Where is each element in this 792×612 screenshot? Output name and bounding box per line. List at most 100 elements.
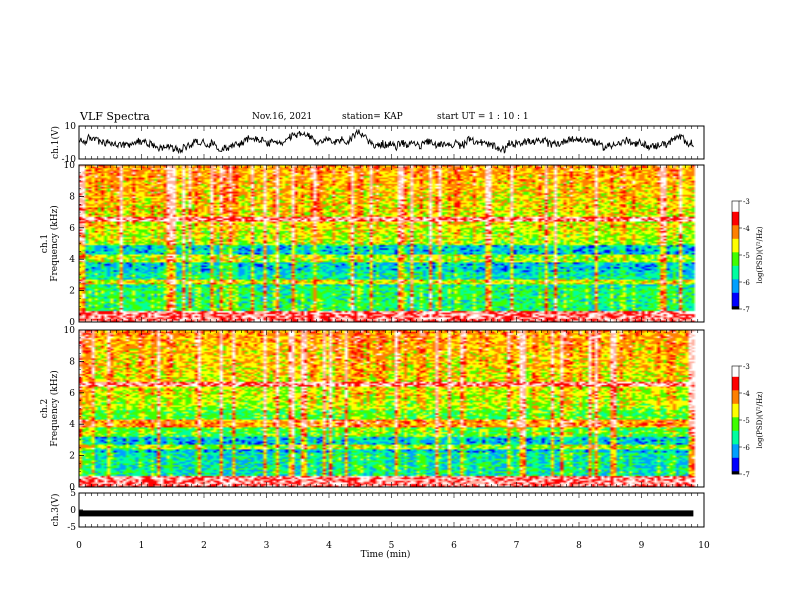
x-tick-label: 4 [326,541,332,551]
ch1-spectrogram-colorbar-cell [732,252,739,256]
ch1-spectrogram-colorbar-cell [732,244,739,248]
ch3-waveform-trace [79,510,694,517]
ch1-spectrogram-colorbar-cell [732,265,739,269]
ch2-spectrogram-ytick-label: 10 [64,326,76,336]
ch1-spectrogram-colorbar-cell [732,233,739,237]
ch1-spectrogram-colorbar-tick-label: -3 [743,198,750,206]
ch1-spectrogram-colorbar-cell [732,298,739,302]
ch1-spectrogram-ytick-label: 8 [69,192,75,202]
ch3-waveform-ytick-label: 5 [70,489,76,499]
ch2-spectrogram-colorbar-cell [732,430,739,434]
x-tick-label: 10 [698,541,710,551]
ch3-waveform-frame [78,492,705,528]
ch2-spectrogram-colorbar: -3 -4 -5 -6 -7 log(PSD)(V²/Hz) [731,363,764,479]
start-time-label: start UT = 1 : 10 : 1 [437,112,529,122]
ch1-spectrogram-ytick-label: 2 [69,287,75,297]
x-tick-label: 6 [451,541,457,551]
ch2-spectrogram-colorbar-cell [732,452,739,456]
ch3-waveform-panel: 5 0 -5 ch.3(V) [50,489,705,533]
ch1-spectrogram-colorbar-cell [732,260,739,264]
ch2-spectrogram-colorbar-cell [732,374,739,378]
ch2-spectrogram-colorbar-cell [732,384,739,388]
ch1-spectrogram-panel: 0 2 4 6 8 10 ch.1 Frequency (kHz) [40,161,705,328]
x-tick-label: 9 [639,541,645,551]
ch2-spectrogram-colorbar-cell [732,398,739,402]
ch2-spectrogram-colorbar-tick-label: -3 [743,363,750,371]
ch2-spectrogram-ytick-label: 4 [69,420,75,430]
x-tick-label: 5 [389,541,395,551]
ch1-spectrogram-colorbar-cell [732,282,739,286]
ch2-spectrogram-colorbar-cell [732,390,739,394]
x-tick-label: 0 [76,541,82,551]
ch1-spectrogram-ytick-label: 6 [69,224,75,234]
ch1-spectrogram-ytick-label: 0 [69,318,75,328]
x-axis-label: Time (min) [361,549,411,560]
ch1-spectrogram-colorbar-cell [732,255,739,259]
ch2-spectrogram-colorbar-cell [732,457,739,461]
ch2-spectrogram-ytick-label: 8 [69,357,75,367]
ch2-spectrogram-colorbar-cell [732,395,739,399]
ch1-spectrogram-colorbar-cell [732,236,739,240]
ch2-spectrogram-ylabel-channel: ch.2 [40,399,50,418]
x-tick-label: 7 [514,541,520,551]
ch2-spectrogram-image [79,330,704,487]
ch1-spectrogram-colorbar-cell [732,300,739,304]
ch2-spectrogram-colorbar-cell [732,382,739,386]
ch2-spectrogram-colorbar-cell [732,447,739,451]
ch1-spectrogram-ytick-label: 10 [64,161,76,171]
ch1-spectrogram-colorbar-cell [732,209,739,213]
ch1-spectrogram-colorbar-cell [732,273,739,277]
ch2-spectrogram-panel: 0 2 4 6 8 10 ch.2 Frequency (kHz) [40,326,705,493]
ch1-spectrogram-ytick-label: 4 [69,255,75,265]
ch2-spectrogram-colorbar-cell [732,465,739,469]
ch1-spectrogram-ylabel-frequency: Frequency (kHz) [49,205,60,282]
ch1-spectrogram-colorbar-cell [732,284,739,288]
ch2-spectrogram-ylabel-frequency: Frequency (kHz) [49,370,60,447]
ch1-waveform-ytick-label: 10 [65,122,77,132]
ch2-spectrogram-colorbar-cell [732,393,739,397]
ch1-spectrogram-colorbar-cell [732,241,739,245]
ch2-spectrogram-colorbar-cell [732,433,739,437]
ch1-spectrogram-colorbar-cell [732,201,739,205]
ch3-waveform-ylabel: ch.3(V) [50,494,61,527]
ch2-spectrogram-colorbar-cell [732,441,739,445]
ch2-spectrogram-colorbar-cell [732,376,739,380]
ch1-spectrogram-colorbar-cell [732,211,739,215]
ch3-waveform-ytick-label: 0 [70,506,76,516]
ch2-spectrogram-colorbar-tick-label: -6 [743,444,750,452]
ch2-spectrogram-colorbar-cell [732,387,739,391]
ch2-spectrogram-colorbar-cell [732,455,739,459]
ch1-spectrogram-colorbar-cell [732,292,739,296]
ch2-spectrogram-colorbar-tick-label: -5 [743,417,750,425]
ch2-spectrogram-ytick-label: 2 [69,452,75,462]
ch1-spectrogram-colorbar-cell [732,295,739,299]
ch2-spectrogram-colorbar-cell [732,403,739,407]
ch2-spectrogram-colorbar-cell [732,406,739,410]
ch1-spectrogram-colorbar-cell [732,263,739,267]
x-tick-label: 1 [139,541,145,551]
ch2-spectrogram-colorbar-tick-label: -7 [743,471,750,479]
ch1-waveform-ytick-label: -10 [62,155,77,165]
ch1-waveform-ylabel: ch.1(V) [50,126,61,159]
ch2-spectrogram-ytick-label: 6 [69,389,75,399]
ch2-spectrogram-colorbar-label: log(PSD)(V²/Hz) [756,391,764,448]
ch2-spectrogram-colorbar-cell [732,414,739,418]
observation-date: Nov.16, 2021 [252,112,313,122]
ch1-spectrogram-colorbar-tick-label: -6 [743,279,750,287]
ch2-spectrogram-colorbar-cell [732,471,739,475]
ch1-spectrogram-colorbar-cell [732,271,739,275]
ch1-spectrogram-colorbar-cell [732,219,739,223]
x-tick-label: 3 [264,541,270,551]
ch2-spectrogram-colorbar-cell [732,379,739,383]
ch1-spectrogram-colorbar-cell [732,290,739,294]
ch2-spectrogram-colorbar-cell [732,425,739,429]
ch1-spectrogram-colorbar-cell [732,246,739,250]
ch2-spectrogram-colorbar-cell [732,417,739,421]
ch2-spectrogram-colorbar-cell [732,463,739,467]
ch1-spectrogram-colorbar-cell [732,225,739,229]
ch3-waveform-ytick-label: -5 [67,523,76,533]
ch1-spectrogram-colorbar-cell [732,228,739,232]
ch2-spectrogram-colorbar-cell [732,468,739,472]
ch2-spectrogram-ytick-label: 0 [69,483,75,493]
ch2-spectrogram-colorbar-cell [732,401,739,405]
